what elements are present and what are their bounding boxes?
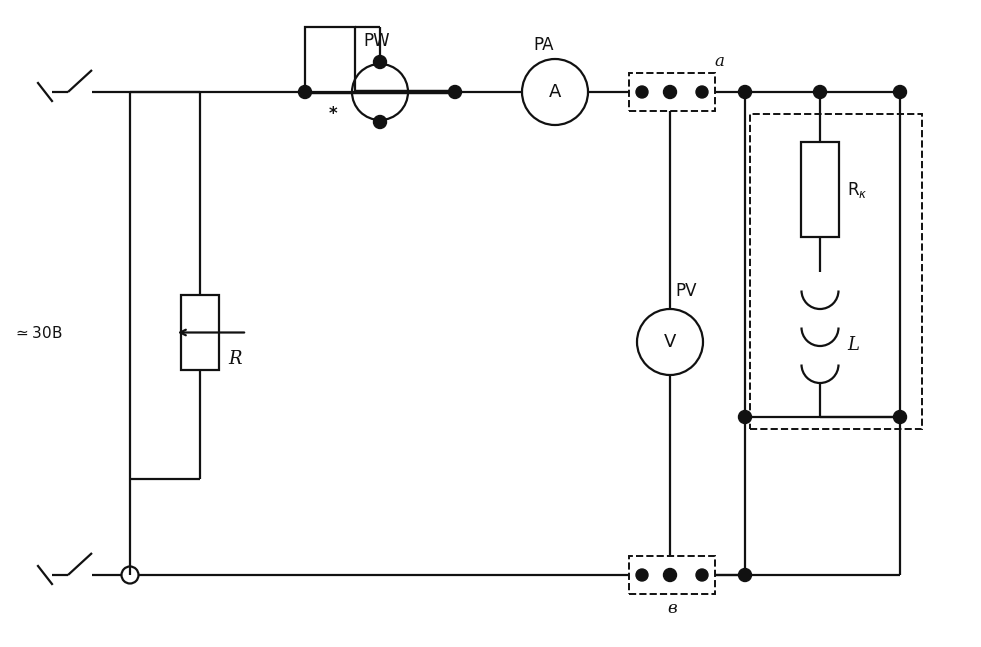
Circle shape	[448, 85, 461, 98]
Circle shape	[739, 569, 751, 582]
Text: PV: PV	[675, 282, 697, 300]
Bar	[801, 142, 839, 237]
Bar	[750, 114, 922, 429]
Circle shape	[894, 85, 906, 98]
Circle shape	[298, 85, 312, 98]
Bar	[181, 295, 219, 370]
Text: A: A	[548, 83, 561, 101]
Text: R$_\kappa$: R$_\kappa$	[847, 179, 867, 199]
Bar	[629, 73, 715, 111]
Bar	[305, 27, 355, 92]
Circle shape	[374, 56, 387, 69]
Circle shape	[696, 569, 708, 581]
Text: PW: PW	[363, 32, 389, 50]
Circle shape	[894, 410, 906, 424]
Text: R: R	[228, 350, 241, 368]
Circle shape	[636, 569, 648, 581]
Circle shape	[813, 85, 827, 98]
Circle shape	[663, 85, 677, 98]
Text: $\simeq$30B: $\simeq$30B	[13, 325, 63, 340]
Text: a: a	[714, 53, 724, 70]
Text: L: L	[847, 336, 859, 353]
Circle shape	[696, 86, 708, 98]
Bar	[629, 556, 715, 594]
Text: в: в	[667, 600, 677, 617]
Circle shape	[739, 410, 751, 424]
Text: PA: PA	[533, 36, 553, 54]
Circle shape	[663, 569, 677, 582]
Circle shape	[636, 86, 648, 98]
Circle shape	[739, 85, 751, 98]
Circle shape	[374, 116, 387, 129]
Text: *: *	[329, 105, 337, 123]
Text: V: V	[664, 333, 676, 351]
